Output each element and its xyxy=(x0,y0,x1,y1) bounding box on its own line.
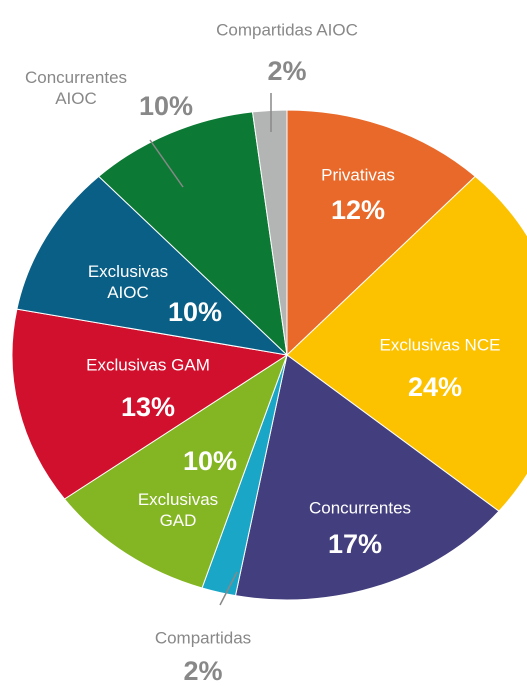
pie-slice xyxy=(11,308,289,500)
slice-label: Exclusivas AIOC xyxy=(87,261,169,302)
slice-label: Exclusivas NCE xyxy=(379,335,501,355)
value-label: 10% xyxy=(182,446,238,477)
value-label: 12% xyxy=(330,195,386,226)
slice-label: Compartidas xyxy=(154,628,252,648)
slice-label: Compartidas AIOC xyxy=(216,20,358,40)
value-label: 10% xyxy=(138,91,194,122)
pie-slice xyxy=(286,175,527,512)
value-label: 17% xyxy=(327,529,383,560)
slice-label: Exclusivas GAD xyxy=(137,489,219,530)
value-label: 13% xyxy=(120,392,176,423)
pie-slice xyxy=(63,353,288,589)
value-label: 2% xyxy=(267,56,307,87)
value-label: 2% xyxy=(183,656,223,686)
pie-slice xyxy=(234,354,500,601)
slice-label: Concurrentes AIOC xyxy=(24,67,128,108)
value-label: 24% xyxy=(407,372,463,403)
slice-label: Exclusivas GAM xyxy=(86,355,210,375)
value-label: 10% xyxy=(167,297,223,328)
pie-slice xyxy=(286,109,477,357)
slice-label: Concurrentes xyxy=(308,498,412,518)
leader-line xyxy=(149,139,184,188)
pie-slice xyxy=(16,175,289,356)
leader-line xyxy=(219,571,238,606)
pie-slice xyxy=(97,111,288,357)
slice-label: Privativas xyxy=(321,165,395,185)
pie-slice xyxy=(251,109,288,356)
